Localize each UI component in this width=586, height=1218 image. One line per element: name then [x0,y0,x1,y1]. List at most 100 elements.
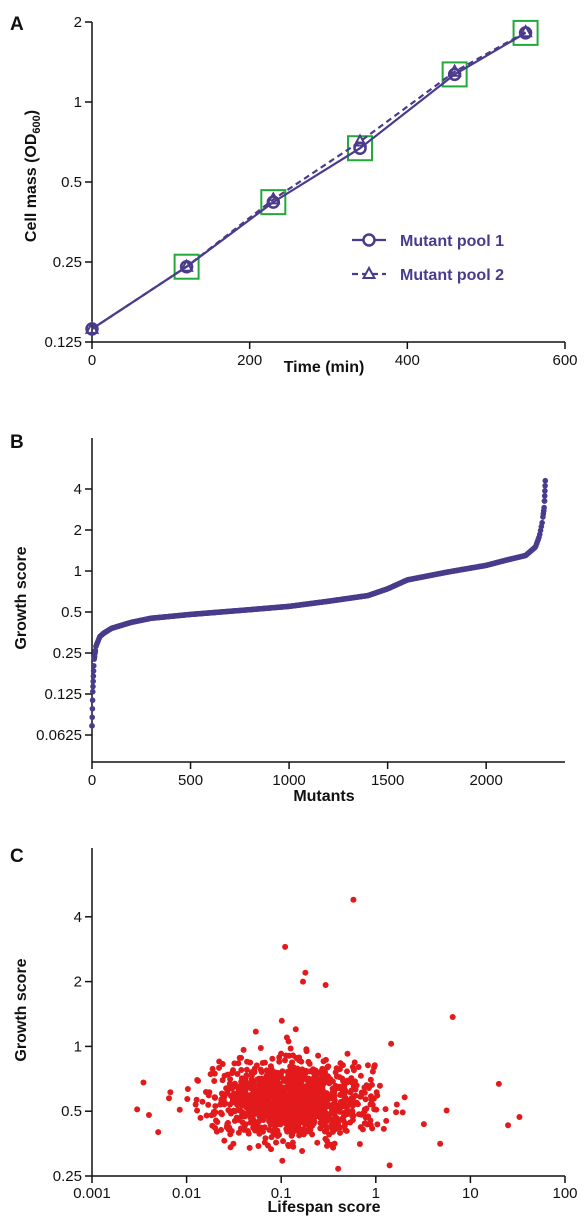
mutant-point [363,1105,370,1112]
mutant-point [274,1114,281,1121]
mutant-point [393,1109,400,1116]
mutant-point [292,1098,299,1105]
mutant-point [374,1121,381,1128]
mutant-point [276,1131,283,1138]
mutant-point [224,1071,231,1078]
mutant-point [443,1107,450,1114]
mutant-point [287,1045,294,1052]
mutant-point [289,1139,296,1146]
mutant-point [229,1085,236,1092]
mutant-point [248,1112,255,1119]
panel-label-b: B [10,432,24,453]
mutant-point [371,1062,378,1069]
mutant-point [341,1095,348,1102]
mutant-point [218,1090,225,1097]
mutant-point [300,1098,307,1105]
mutant-point [227,1144,234,1151]
mutant-point [199,1098,206,1105]
panel-c-x-tick-label: 0.01 [172,1185,201,1202]
mutant-point [197,1114,204,1121]
panel-a-x-tick-label: 0 [88,352,96,369]
mutant-point [231,1080,238,1087]
mutant-point [239,1102,246,1109]
mutant-point [248,1072,255,1079]
mutant-point [140,1079,147,1086]
mutant-point [227,1076,234,1083]
mutant-point [364,1062,371,1069]
mutant-point [230,1107,237,1114]
mutant-point [269,1128,276,1135]
mutant-point [287,1067,294,1074]
growth-point [90,678,96,685]
mutant-point [312,1071,319,1078]
mutant-point [279,1157,286,1164]
panel-b-y-tick-label: 4 [74,481,82,498]
mutant-point [336,1083,343,1090]
panel-c-x-tick-label: 100 [552,1185,577,1202]
mutant-point [248,1080,255,1087]
mutant-point [331,1118,338,1125]
mutant-point [350,896,357,903]
mutant-point [300,1071,307,1078]
mutant-point [257,1045,264,1052]
growth-point [541,504,547,511]
mutant-point [244,1103,251,1110]
mutant-point [192,1101,199,1108]
growth-point [90,683,96,690]
mutant-point [250,1116,257,1123]
mutant-point [382,1106,389,1113]
mutant-point [335,1165,342,1172]
mutant-point [367,1121,374,1128]
mutant-point [261,1059,268,1066]
mutant-point [267,1100,274,1107]
mutant-point [267,1063,274,1070]
mutant-point [231,1117,238,1124]
mutant-point [235,1129,242,1136]
mutant-point [203,1112,210,1119]
mutant-point [371,1106,378,1113]
panel-c-y-tick-label: 2 [74,974,82,991]
marker-mutant-pool-1 [85,322,99,336]
mutant-point [337,1060,344,1067]
mutant-point [274,1095,281,1102]
marker-mutant-pool-2 [518,24,533,38]
mutant-point [319,1073,326,1080]
panel-b-y-tick-label: 0.25 [53,645,82,662]
mutant-point [307,1126,314,1133]
panel-c-y-tick-label: 0.25 [53,1168,82,1185]
mutant-point [265,1096,272,1103]
growth-point [542,488,548,494]
mutant-point [367,1101,374,1108]
panel-c-y-axis-label: Growth score [13,958,30,1061]
mutant-point [324,1064,331,1071]
mutant-point [321,1105,328,1112]
mutant-point [437,1140,444,1147]
mutant-point [211,1070,218,1077]
mutant-point [420,1121,427,1128]
mutant-point [184,1096,191,1103]
mutant-point [349,1107,356,1114]
mutant-point [316,1095,323,1102]
panel-c-y-tick-label: 4 [74,909,82,926]
mutant-point [344,1050,351,1057]
mutant-point [337,1129,344,1136]
marker-mutant-pool-1 [447,67,462,82]
growth-point [90,662,97,669]
mutant-point [246,1144,253,1151]
panel-b-x-tick-label: 1000 [272,772,305,789]
mutant-point [340,1102,347,1109]
panel-b-y-tick-label: 2 [74,522,82,539]
mutant-point [244,1058,251,1065]
mutant-point [176,1106,183,1113]
growth-point [90,673,97,679]
mutant-point [330,1106,337,1113]
mutant-point [349,1102,356,1109]
panel-c-y-tick-label: 0.5 [61,1103,82,1120]
mutant-point [249,1103,256,1110]
mutant-point [336,1074,343,1081]
mutant-point [235,1060,242,1067]
mutant-point [352,1086,359,1093]
mutant-point [329,1126,336,1133]
panel-c-y-tick-label: 1 [74,1038,82,1055]
panel-a-y-tick-label: 2 [74,14,82,31]
